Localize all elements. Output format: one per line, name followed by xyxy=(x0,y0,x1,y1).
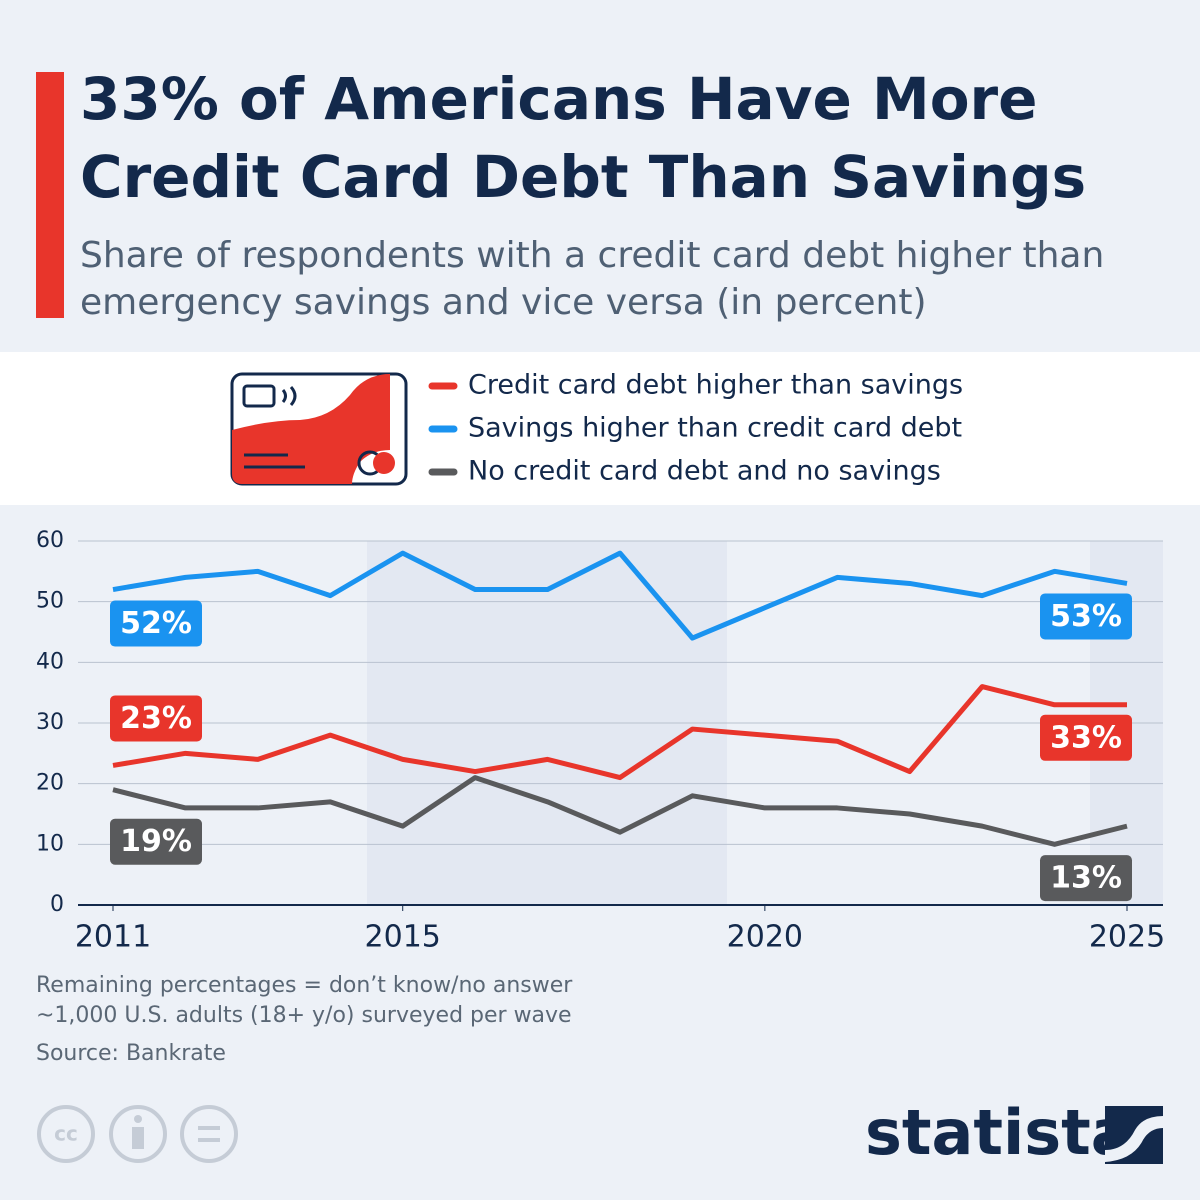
value-label: 53% xyxy=(1050,599,1122,634)
svg-text:cc: cc xyxy=(54,1122,78,1146)
x-tick-label: 2015 xyxy=(365,920,441,955)
value-label-box xyxy=(110,818,202,865)
series-line xyxy=(112,775,1128,847)
note: ~1,000 U.S. adults (18+ y/o) surveyed pe… xyxy=(36,1003,572,1028)
value-label: 52% xyxy=(120,606,192,641)
accent-bar xyxy=(36,72,64,318)
note: Remaining percentages = don’t know/no an… xyxy=(36,973,573,998)
x-tick-label: 2011 xyxy=(75,920,151,955)
series-line xyxy=(112,550,1128,641)
y-tick-label: 30 xyxy=(36,710,64,735)
x-tick-label: 2025 xyxy=(1089,920,1165,955)
license-icons: cc xyxy=(37,1105,238,1163)
legend-label: Savings higher than credit card debt xyxy=(468,413,962,444)
card-icon xyxy=(230,372,408,486)
value-label-box xyxy=(110,600,202,647)
y-tick-label: 0 xyxy=(50,892,64,917)
y-tick-label: 60 xyxy=(36,528,64,553)
value-label: 13% xyxy=(1050,861,1122,896)
y-tick-label: 50 xyxy=(36,589,64,614)
value-label: 23% xyxy=(120,701,192,736)
brand-logo: statista xyxy=(865,1096,1133,1169)
value-label-box xyxy=(1040,855,1132,902)
source: Source: Bankrate xyxy=(36,1041,226,1066)
brand-mark xyxy=(1105,1106,1163,1164)
value-label-box xyxy=(110,695,202,742)
chart-title: 33% of Americans Have More xyxy=(80,65,1037,133)
series-line xyxy=(112,684,1127,781)
x-tick-label: 2020 xyxy=(727,920,803,955)
y-tick-label: 20 xyxy=(36,771,64,796)
y-tick-label: 10 xyxy=(36,831,64,856)
value-label-box xyxy=(1040,714,1132,761)
subtitle: emergency savings and vice versa (in per… xyxy=(80,282,927,323)
legend-band xyxy=(0,352,1200,505)
value-label-box xyxy=(1040,593,1132,640)
chart-title: Credit Card Debt Than Savings xyxy=(80,143,1086,211)
subtitle: Share of respondents with a credit card … xyxy=(80,235,1104,276)
legend-label: Credit card debt higher than savings xyxy=(468,370,963,401)
value-label: 33% xyxy=(1050,720,1122,755)
y-tick-label: 40 xyxy=(36,649,64,674)
legend-label: No credit card debt and no savings xyxy=(468,456,941,487)
value-label: 19% xyxy=(120,824,192,859)
